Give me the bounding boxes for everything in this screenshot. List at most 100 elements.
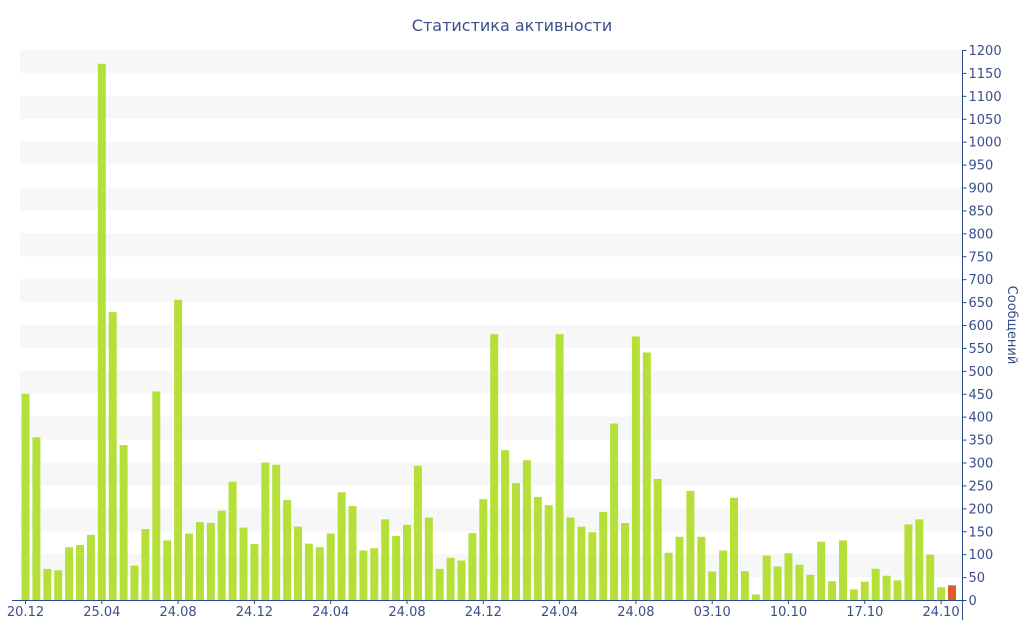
bar[interactable] [119, 445, 128, 600]
bar[interactable] [849, 589, 858, 600]
bar[interactable] [272, 464, 281, 600]
bar[interactable] [653, 479, 662, 600]
bar[interactable] [490, 334, 499, 600]
bar[interactable] [544, 505, 553, 601]
bar[interactable] [882, 575, 891, 600]
bar[interactable] [893, 580, 902, 600]
bar[interactable] [621, 523, 629, 600]
bar[interactable] [675, 536, 684, 600]
bar[interactable] [424, 517, 433, 601]
bar[interactable] [392, 535, 401, 600]
bar[interactable] [65, 547, 74, 600]
bar[interactable] [795, 564, 804, 600]
bar[interactable] [773, 566, 782, 600]
bar[interactable] [217, 510, 226, 601]
bar[interactable] [839, 540, 847, 600]
bar[interactable] [446, 557, 455, 600]
bar[interactable] [304, 543, 313, 601]
bar[interactable] [163, 540, 172, 600]
bar[interactable] [239, 527, 248, 600]
bar[interactable] [566, 517, 575, 601]
bar[interactable] [610, 423, 619, 600]
y-tick-label: 1200 [969, 44, 1002, 59]
bar[interactable] [915, 519, 924, 600]
y-tick-label: 900 [969, 182, 994, 197]
bar[interactable] [522, 460, 531, 600]
bar[interactable] [664, 552, 673, 600]
x-tick-label: 10.10 [770, 605, 807, 620]
bar[interactable] [250, 544, 259, 600]
grid-band [20, 50, 962, 73]
bar[interactable] [315, 547, 324, 600]
x-tick-label: 24.04 [312, 605, 349, 620]
bar[interactable] [413, 465, 422, 600]
y-tick-label: 700 [969, 273, 994, 288]
bar[interactable] [817, 541, 826, 600]
bar[interactable] [904, 524, 913, 601]
bar[interactable] [403, 524, 411, 600]
grid-band [20, 279, 962, 303]
bar[interactable] [806, 574, 815, 600]
bar[interactable] [577, 526, 586, 600]
bar-current[interactable] [948, 585, 956, 600]
bar[interactable] [860, 581, 869, 600]
bar[interactable] [76, 545, 84, 600]
y-tick-label: 250 [969, 479, 994, 494]
bar[interactable] [457, 560, 466, 600]
bar[interactable] [730, 497, 738, 600]
bar[interactable] [206, 523, 215, 600]
bar[interactable] [294, 526, 302, 600]
bar[interactable] [43, 568, 52, 600]
bar[interactable] [828, 581, 837, 600]
bar[interactable] [631, 336, 640, 600]
y-tick-label: 550 [969, 342, 994, 357]
bar[interactable] [130, 565, 139, 601]
bar[interactable] [86, 534, 95, 600]
bar[interactable] [555, 334, 564, 600]
bar[interactable] [54, 570, 63, 600]
bar[interactable] [435, 568, 444, 600]
bar[interactable] [533, 496, 542, 601]
bar[interactable] [337, 492, 346, 600]
bar[interactable] [762, 555, 771, 600]
bar[interactable] [719, 550, 728, 601]
bar[interactable] [479, 499, 488, 600]
bar[interactable] [937, 587, 946, 600]
bar[interactable] [926, 554, 935, 601]
bar[interactable] [740, 571, 749, 601]
bar[interactable] [141, 528, 150, 600]
bar[interactable] [381, 519, 390, 600]
bar[interactable] [195, 522, 204, 600]
bar[interactable] [468, 533, 477, 600]
bar[interactable] [283, 500, 292, 600]
y-tick-label: 800 [969, 227, 994, 242]
bar[interactable] [21, 393, 30, 600]
bar[interactable] [261, 462, 270, 601]
bar[interactable] [32, 437, 41, 600]
bar[interactable] [228, 481, 237, 600]
bar[interactable] [599, 512, 608, 600]
bar[interactable] [174, 299, 183, 600]
y-tick-label: 400 [969, 411, 994, 426]
bar[interactable] [708, 571, 717, 600]
bar[interactable] [108, 312, 117, 600]
bar[interactable] [588, 532, 597, 600]
bar[interactable] [512, 483, 520, 601]
bar[interactable] [642, 352, 651, 601]
bar[interactable] [185, 533, 193, 600]
bar[interactable] [784, 553, 793, 600]
bar[interactable] [370, 548, 379, 600]
grid-band [20, 141, 962, 165]
bar[interactable] [871, 568, 880, 600]
x-tick-label: 17.10 [846, 605, 883, 620]
bar[interactable] [751, 594, 760, 601]
bar[interactable] [97, 63, 106, 600]
bar[interactable] [326, 533, 335, 600]
bar[interactable] [348, 506, 357, 600]
bar[interactable] [501, 450, 510, 601]
bar[interactable] [697, 536, 706, 600]
bar[interactable] [359, 550, 368, 601]
bar[interactable] [686, 490, 695, 600]
chart-title: Статистика активности [412, 16, 612, 35]
bar[interactable] [152, 391, 161, 600]
